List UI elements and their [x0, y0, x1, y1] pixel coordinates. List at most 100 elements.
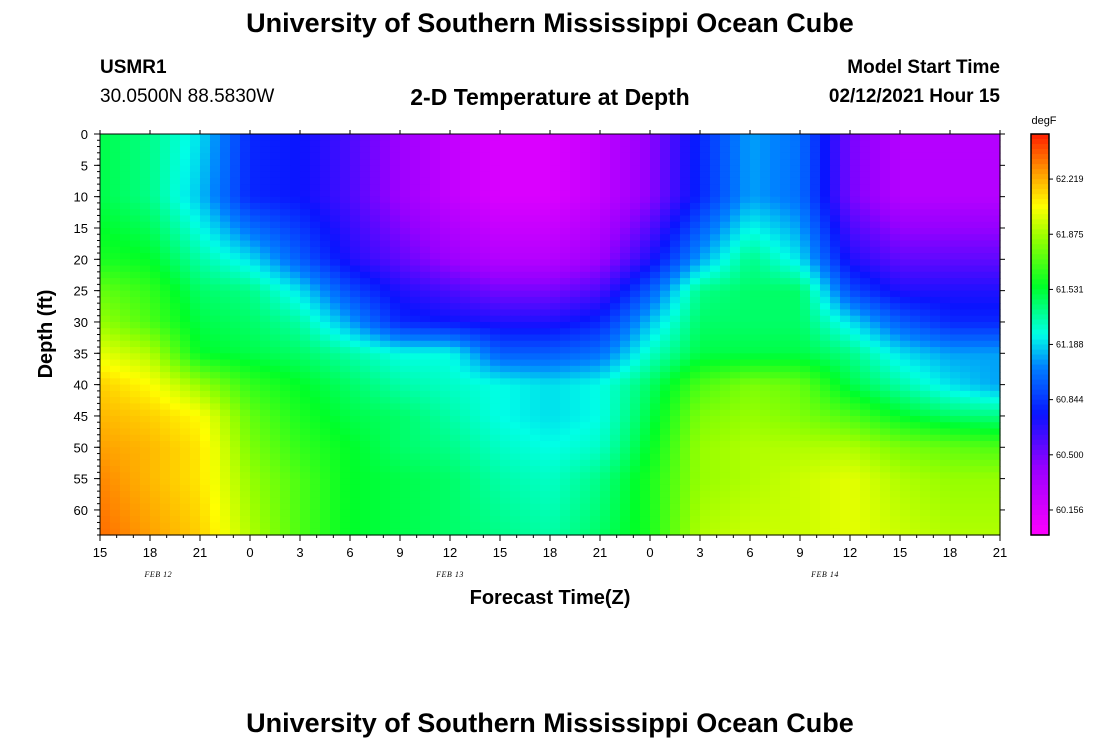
heatmap-cell — [440, 202, 451, 210]
heatmap-cell — [910, 403, 921, 411]
heatmap-cell — [250, 134, 261, 141]
heatmap-cell — [410, 296, 421, 304]
heatmap-cell — [390, 215, 401, 223]
heatmap-cell — [420, 215, 431, 223]
heatmap-cell — [170, 453, 181, 461]
heatmap-cell — [990, 253, 1001, 260]
heatmap-cell — [670, 265, 681, 273]
heatmap-cell — [620, 152, 631, 160]
heatmap-cell — [990, 171, 1001, 179]
heatmap-cell — [980, 353, 991, 361]
heatmap-cell — [210, 309, 221, 317]
heatmap-cell — [730, 278, 741, 285]
heatmap-cell — [760, 184, 771, 191]
heatmap-cell — [700, 227, 711, 235]
heatmap-cell — [220, 246, 231, 254]
heatmap-cell — [660, 190, 671, 198]
heatmap-cell — [610, 290, 621, 298]
heatmap-cell — [870, 409, 881, 417]
heatmap-cell — [690, 165, 701, 173]
heatmap-cell — [420, 415, 431, 423]
heatmap-cell — [720, 397, 731, 405]
heatmap-cell — [810, 165, 821, 173]
heatmap-cell — [780, 202, 791, 210]
heatmap-cell — [990, 246, 1001, 254]
heatmap-cell — [870, 309, 881, 317]
heatmap-cell — [220, 353, 231, 361]
heatmap-cell — [740, 315, 751, 323]
heatmap-cell — [310, 152, 321, 160]
heatmap-cell — [710, 221, 721, 229]
heatmap-cell — [760, 196, 771, 204]
heatmap-cell — [610, 340, 621, 348]
heatmap-cell — [630, 328, 641, 336]
heatmap-cell — [540, 227, 551, 235]
heatmap-cell — [130, 140, 141, 148]
heatmap-cell — [240, 372, 251, 379]
heatmap-cell — [550, 215, 561, 223]
heatmap-cell — [330, 478, 341, 486]
heatmap-cell — [110, 459, 121, 467]
heatmap-cell — [120, 372, 131, 379]
heatmap-cell — [170, 134, 181, 141]
heatmap-cell — [940, 453, 951, 461]
heatmap-cell — [350, 215, 361, 223]
heatmap-cell — [500, 397, 511, 405]
heatmap-cell — [340, 146, 351, 154]
heatmap-cell — [230, 177, 241, 185]
heatmap-cell — [840, 447, 851, 455]
heatmap-cell — [360, 202, 371, 210]
heatmap-cell — [330, 165, 341, 173]
heatmap-cell — [300, 177, 311, 185]
heatmap-cell — [650, 209, 661, 217]
heatmap-cell — [260, 246, 271, 254]
heatmap-cell — [170, 447, 181, 455]
heatmap-cell — [480, 146, 491, 154]
heatmap-cell — [430, 441, 441, 448]
heatmap-cell — [760, 209, 771, 217]
heatmap-cell — [680, 215, 691, 223]
heatmap-cell — [800, 259, 811, 267]
heatmap-cell — [860, 390, 871, 398]
heatmap-cell — [290, 209, 301, 217]
heatmap-cell — [420, 171, 431, 179]
heatmap-cell — [480, 246, 491, 254]
heatmap-cell — [560, 134, 571, 141]
heatmap-cell — [220, 441, 231, 448]
heatmap-cell — [820, 134, 831, 141]
heatmap-cell — [270, 234, 281, 242]
heatmap-cell — [790, 372, 801, 379]
heatmap-cell — [260, 140, 271, 148]
heatmap-cell — [660, 334, 671, 342]
heatmap-cell — [460, 159, 471, 166]
heatmap-cell — [930, 472, 941, 480]
heatmap-cell — [270, 415, 281, 423]
heatmap-cell — [800, 384, 811, 392]
heatmap-cell — [900, 359, 911, 367]
heatmap-cell — [960, 215, 971, 223]
heatmap-cell — [320, 209, 331, 217]
heatmap-cell — [640, 434, 651, 442]
heatmap-cell — [910, 422, 921, 430]
heatmap-cell — [430, 459, 441, 467]
heatmap-cell — [540, 441, 551, 448]
heatmap-cell — [830, 278, 841, 285]
heatmap-cell — [810, 365, 821, 373]
heatmap-cell — [520, 409, 531, 417]
heatmap-cell — [110, 365, 121, 373]
heatmap-cell — [590, 365, 601, 373]
heatmap-cell — [230, 146, 241, 154]
heatmap-cell — [720, 202, 731, 210]
heatmap-cell — [930, 246, 941, 254]
heatmap-cell — [240, 271, 251, 279]
heatmap-cell — [990, 447, 1001, 455]
heatmap-cell — [460, 140, 471, 148]
heatmap-cell — [190, 365, 201, 373]
heatmap-cell — [670, 359, 681, 367]
heatmap-cell — [270, 347, 281, 354]
heatmap-cell — [860, 372, 871, 379]
heatmap-cell — [110, 340, 121, 348]
heatmap-cell — [890, 259, 901, 267]
heatmap-cell — [240, 415, 251, 423]
heatmap-cell — [290, 353, 301, 361]
